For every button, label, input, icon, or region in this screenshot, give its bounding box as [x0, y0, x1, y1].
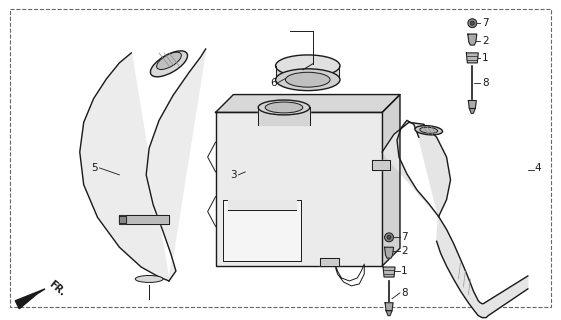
- Text: 3: 3: [231, 170, 237, 180]
- Text: 1: 1: [401, 266, 408, 276]
- Circle shape: [385, 233, 393, 242]
- Polygon shape: [382, 120, 450, 217]
- Text: 6: 6: [270, 78, 277, 88]
- Ellipse shape: [275, 69, 340, 91]
- Ellipse shape: [286, 72, 330, 87]
- Polygon shape: [385, 303, 393, 311]
- Polygon shape: [80, 49, 206, 281]
- Polygon shape: [15, 289, 45, 309]
- Polygon shape: [258, 108, 310, 125]
- Ellipse shape: [150, 51, 187, 77]
- Ellipse shape: [258, 100, 310, 115]
- Polygon shape: [223, 200, 301, 261]
- Circle shape: [387, 235, 391, 239]
- Polygon shape: [470, 108, 475, 113]
- Polygon shape: [436, 217, 528, 318]
- Text: FR.: FR.: [47, 279, 67, 299]
- Polygon shape: [372, 160, 390, 170]
- Polygon shape: [385, 247, 393, 258]
- Ellipse shape: [265, 102, 303, 113]
- Text: 5: 5: [91, 163, 98, 173]
- Text: 7: 7: [401, 232, 408, 242]
- Text: 2: 2: [482, 36, 489, 46]
- Polygon shape: [119, 215, 126, 223]
- Text: 8: 8: [482, 78, 489, 88]
- Ellipse shape: [157, 52, 181, 69]
- Ellipse shape: [420, 127, 438, 133]
- Text: 2: 2: [401, 246, 408, 256]
- Polygon shape: [382, 95, 400, 266]
- Polygon shape: [228, 200, 296, 210]
- Ellipse shape: [135, 276, 163, 283]
- Text: 1: 1: [482, 53, 489, 63]
- Polygon shape: [276, 66, 339, 80]
- Text: 8: 8: [401, 288, 408, 298]
- Text: 7: 7: [482, 18, 489, 28]
- Polygon shape: [386, 311, 392, 316]
- Polygon shape: [468, 34, 477, 45]
- Circle shape: [468, 19, 477, 28]
- Polygon shape: [466, 53, 479, 63]
- Polygon shape: [383, 267, 395, 277]
- Polygon shape: [320, 258, 339, 266]
- Polygon shape: [215, 112, 382, 266]
- Polygon shape: [468, 100, 476, 108]
- Text: 4: 4: [535, 163, 541, 173]
- Polygon shape: [119, 214, 169, 224]
- Ellipse shape: [275, 55, 340, 77]
- Circle shape: [470, 21, 474, 25]
- Polygon shape: [215, 95, 400, 112]
- Ellipse shape: [415, 126, 443, 135]
